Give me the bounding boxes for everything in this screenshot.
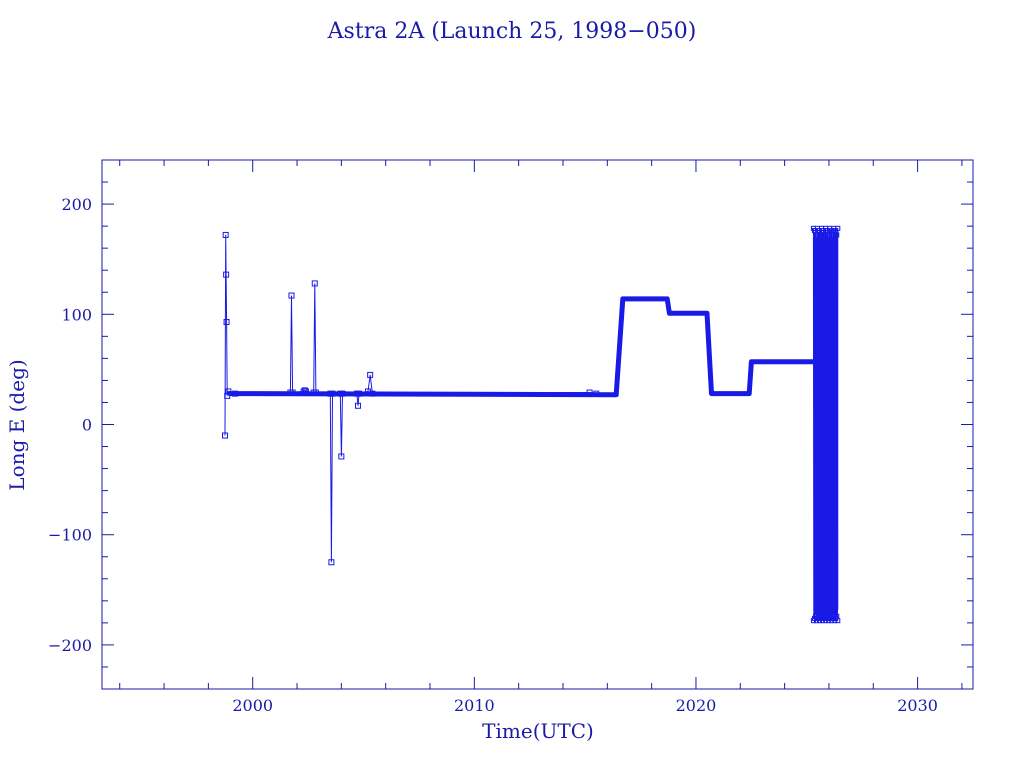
data-point-marker <box>288 292 295 299</box>
data-point-marker <box>367 371 374 378</box>
x-tick-label: 2020 <box>676 696 717 715</box>
data-point-marker <box>328 559 335 566</box>
series-line-thick <box>228 296 814 398</box>
data-point-marker <box>222 231 229 238</box>
data-point-marker <box>222 432 229 439</box>
data-point-marker <box>834 232 840 238</box>
y-tick-label: 100 <box>61 305 92 324</box>
data-point-marker <box>223 271 230 278</box>
data-point-marker <box>835 618 841 624</box>
x-axis-label: Time(UTC) <box>482 719 594 743</box>
data-series <box>222 225 841 624</box>
data-point-marker <box>311 280 318 287</box>
data-point-marker <box>338 453 345 460</box>
y-tick-label: −100 <box>48 526 92 545</box>
y-axis-label: Long E (deg) <box>5 359 29 490</box>
data-point-marker <box>223 319 230 326</box>
y-tick-label: −200 <box>48 636 92 655</box>
y-tick-label: 200 <box>61 195 92 214</box>
x-tick-label: 2030 <box>897 696 938 715</box>
x-tick-label: 2000 <box>232 696 273 715</box>
data-point-marker <box>835 225 841 231</box>
data-point-marker <box>354 402 361 409</box>
series-line-thin <box>224 234 597 563</box>
axis-ticks <box>102 159 973 690</box>
chart-title: Astra 2A (Launch 25, 1998−050) <box>327 19 697 44</box>
y-tick-label: 0 <box>82 416 92 435</box>
plot-frame <box>101 159 974 690</box>
series-oscillation <box>814 228 839 621</box>
tick-labels: 2000 2010 2020 2030 −200 −100 0 100 200 <box>48 195 938 715</box>
x-tick-label: 2010 <box>454 696 495 715</box>
